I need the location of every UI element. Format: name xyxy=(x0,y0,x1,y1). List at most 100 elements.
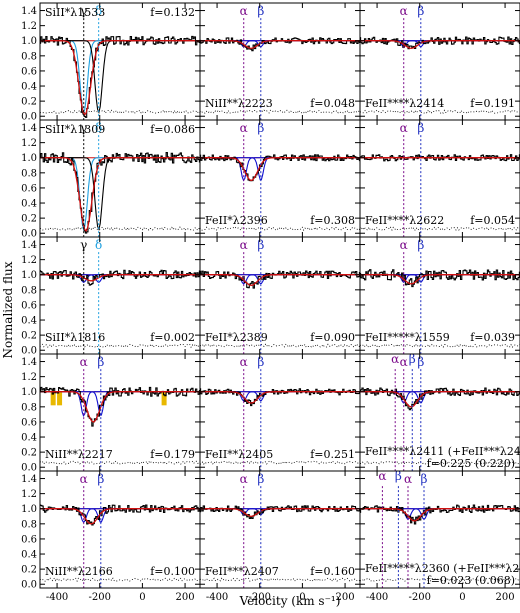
marker-label-delta: δ xyxy=(95,121,102,135)
flux-histogram xyxy=(360,387,520,411)
oscillator-strength-label: f=0.090 xyxy=(310,331,355,344)
model-profile xyxy=(200,391,360,404)
error-spectrum xyxy=(200,577,360,582)
component-profile xyxy=(40,157,200,232)
panel-p4: γ δ 0.0 0.2 0.4 0.6 0.8 1.0 1.2 1.4 SiII*λ1309 f=0.… xyxy=(21,119,201,240)
panel-frame xyxy=(359,470,520,589)
model-profile xyxy=(360,391,520,408)
panel-plot-area xyxy=(360,369,520,471)
marker-label-beta: β xyxy=(257,355,264,369)
transition-label: NiII**λ2223 xyxy=(205,97,273,110)
y-tick-label: 0.6 xyxy=(21,66,37,77)
y-tick-label: 1.0 xyxy=(21,270,37,281)
transition-label: NiII**λ2166 xyxy=(45,565,113,578)
panel-plot-area xyxy=(200,18,360,120)
oscillator-strength-label: f=0.251 xyxy=(310,448,355,461)
marker-label-beta: β xyxy=(421,472,428,486)
marker-label-delta: δ xyxy=(95,4,102,18)
error-spectrum xyxy=(40,226,200,232)
panel-p5: α β FeII*λ2396 f=0.308 xyxy=(199,119,361,238)
panel-p13: α β 0.0 0.2 0.4 0.6 0.8 1.0 1.2 1.4 -400 -200 0 200 Ni… xyxy=(21,470,201,603)
transition-label: FeII**λ2405 xyxy=(205,448,273,461)
transition-label: NiII**λ2217 xyxy=(45,448,113,461)
error-spectrum xyxy=(40,460,200,465)
panel-p7: γ δ 0.0 0.2 0.4 0.6 0.8 1.0 1.2 1.4 SiII*λ1816 f=0.… xyxy=(21,236,201,357)
marker-label-gamma: γ xyxy=(80,4,87,18)
panel-plot-area xyxy=(360,486,520,588)
x-axis-title: Velocity (km s⁻¹) xyxy=(239,594,341,608)
y-tick-label: 0.8 xyxy=(21,519,37,530)
flux-histogram xyxy=(360,269,520,288)
error-spectrum xyxy=(200,343,360,348)
marker-label-alpha: α xyxy=(80,355,88,369)
flux-histogram xyxy=(200,37,360,52)
flux-histogram xyxy=(360,154,520,162)
flux-histogram xyxy=(200,270,360,289)
panel-frame xyxy=(39,2,201,121)
oscillator-strength-label: f=0.002 xyxy=(150,331,195,344)
panel-plot-area xyxy=(40,18,200,120)
transition-label: FeII****λ2411 (+FeII***λ2411) xyxy=(365,445,520,458)
x-tick-label: -200 xyxy=(88,592,110,603)
y-tick-label: 1.2 xyxy=(21,138,37,149)
y-tick-label: 1.0 xyxy=(21,153,37,164)
error-spectrum xyxy=(360,577,520,582)
x-tick-label: 200 xyxy=(496,592,515,603)
y-tick-label: 0.6 xyxy=(21,534,37,545)
panel-plot-area xyxy=(200,252,360,354)
y-tick-label: 0.2 xyxy=(21,97,37,108)
oscillator-strength-label: f=0.048 xyxy=(310,97,355,110)
panel-p10: α β 0.0 0.2 0.4 0.6 0.8 1.0 1.2 1.4 NiII**λ2217 f=0… xyxy=(21,353,201,474)
oscillator-strength-label: f=0.086 xyxy=(150,123,195,136)
y-tick-label: 1.0 xyxy=(21,36,37,47)
panel-p3: α β FeII****λ2414 f=0.191 xyxy=(359,2,520,121)
model-profile xyxy=(40,274,200,282)
marker-label-beta: β xyxy=(97,355,104,369)
y-tick-label: 1.4 xyxy=(21,240,37,251)
panel-plot-area xyxy=(200,486,360,588)
y-tick-label: 0.2 xyxy=(21,214,37,225)
blend-fill xyxy=(50,391,56,406)
x-tick-label: 200 xyxy=(336,592,355,603)
model-profile xyxy=(40,508,200,525)
oscillator-strength-label: f=0.225 (0.220) xyxy=(427,457,515,470)
marker-label-beta: β xyxy=(97,472,104,486)
y-tick-label: 0.8 xyxy=(21,51,37,62)
panel-p11: α β FeII**λ2405 f=0.251 xyxy=(199,353,361,472)
transition-label: SiII*λ1309 xyxy=(45,123,105,136)
transition-label: FeII****λ2414 xyxy=(365,97,444,110)
y-axis-title: Normalized flux xyxy=(1,261,15,358)
y-tick-label: 0.0 xyxy=(21,229,37,240)
flux-histogram xyxy=(200,154,360,182)
panel-frame xyxy=(39,119,201,238)
y-tick-label: 1.0 xyxy=(21,504,37,515)
marker-label-gamma: γ xyxy=(80,121,87,135)
panel-plot-area xyxy=(40,486,200,588)
y-tick-label: 1.0 xyxy=(21,387,37,398)
oscillator-strength-label: f=0.191 xyxy=(470,97,515,110)
y-tick-label: 0.4 xyxy=(21,433,37,444)
panel-p1: γ δ 0.0 0.2 0.4 0.6 0.8 1.0 1.2 1.4 SiII*λ1533 f=0.… xyxy=(21,2,201,123)
panel-plot-area xyxy=(360,18,520,120)
marker-label-beta: β xyxy=(257,121,264,135)
x-tick-label: 0 xyxy=(139,592,145,603)
error-spectrum xyxy=(200,109,360,114)
panel-p14: α β -400 -200 0 200 FeII***λ2407 f=0.160 xyxy=(199,470,361,603)
marker-label-alpha: α xyxy=(240,121,248,135)
error-spectrum xyxy=(360,460,520,465)
x-tick-label: -200 xyxy=(248,592,270,603)
y-tick-label: 0.8 xyxy=(21,168,37,179)
oscillator-strength-label: f=0.054 xyxy=(470,214,515,227)
marker-label-alpha: α xyxy=(400,121,408,135)
y-tick-label: 0.0 xyxy=(21,112,37,123)
flux-histogram xyxy=(40,152,200,234)
transition-label: FeII***λ2407 xyxy=(205,565,279,578)
y-tick-label: 0.8 xyxy=(21,402,37,413)
error-spectrum xyxy=(360,343,520,348)
y-tick-label: 0.0 xyxy=(21,346,37,357)
marker-label-beta: β xyxy=(417,121,424,135)
blend-fill xyxy=(161,391,167,406)
marker-label-alpha: α xyxy=(240,238,248,252)
transition-label: SiII*λ1816 xyxy=(45,331,105,344)
